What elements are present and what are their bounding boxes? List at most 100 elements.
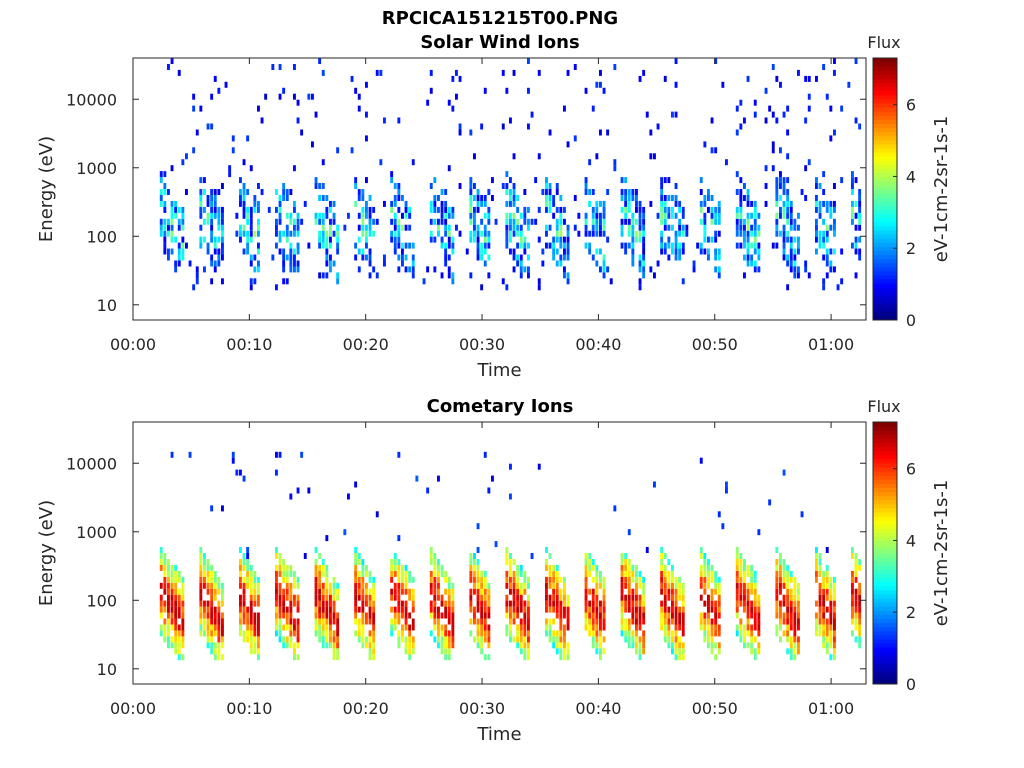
heatmap-cell [530, 218, 534, 225]
heatmap-cell [707, 630, 710, 637]
heatmap-cell [336, 248, 340, 255]
heatmap-cell [314, 218, 318, 225]
heatmap-cell [206, 600, 210, 607]
heatmap-cell [815, 624, 818, 631]
heatmap-cell [678, 218, 682, 225]
heatmap-cell [681, 624, 685, 631]
heatmap-cell [163, 183, 167, 189]
heatmap-cell [231, 147, 235, 154]
heatmap-cell [289, 570, 293, 577]
heatmap-cell [710, 648, 714, 655]
heatmap-cell [588, 564, 592, 571]
heatmap-cell [354, 588, 358, 595]
heatmap-cell [818, 594, 822, 601]
heatmap-cell [667, 195, 671, 201]
heatmap-cell [746, 75, 750, 82]
heatmap-cell [249, 236, 253, 243]
heatmap-cell [660, 547, 664, 553]
heatmap-cell [332, 218, 336, 225]
heatmap-cell [591, 254, 595, 261]
heatmap-cell [235, 230, 239, 237]
heatmap-cell [365, 564, 368, 571]
colorbar-segment [873, 258, 897, 264]
heatmap-cell [681, 278, 685, 285]
heatmap-cell [595, 582, 599, 589]
heatmap-cell [321, 224, 325, 231]
heatmap-cell [552, 582, 556, 589]
heatmap-cell [354, 600, 358, 607]
heatmap-cell [397, 564, 401, 571]
heatmap-cell [275, 594, 278, 601]
heatmap-cell [541, 248, 545, 255]
heatmap-cell [833, 594, 836, 601]
colorbar-segment [873, 148, 897, 153]
heatmap-cell [663, 570, 667, 577]
heatmap-cell [635, 218, 638, 225]
heatmap-cell [318, 582, 322, 589]
heatmap-cell [631, 642, 635, 649]
heatmap-cell [681, 654, 685, 661]
heatmap-cell [447, 630, 451, 637]
heatmap-cell [591, 224, 595, 231]
colorbar-segment [873, 614, 897, 619]
heatmap-cell [437, 606, 440, 613]
x-tick-label: 01:00 [808, 699, 854, 718]
heatmap-cell [372, 642, 376, 649]
heatmap-cell [329, 624, 332, 631]
heatmap-cell [253, 624, 257, 631]
heatmap-cell [775, 559, 779, 565]
heatmap-cell [483, 654, 487, 661]
heatmap-cell [408, 624, 412, 631]
heatmap-cell [667, 576, 671, 583]
heatmap-cell [458, 75, 462, 82]
heatmap-cell [707, 618, 710, 625]
heatmap-cell [635, 630, 638, 637]
heatmap-cell [321, 588, 325, 595]
heatmap-cell [321, 236, 325, 243]
heatmap-cell [444, 242, 448, 249]
heatmap-cell [206, 612, 210, 619]
heatmap-cell [519, 588, 523, 595]
heatmap-cell [163, 618, 167, 625]
heatmap-cell [451, 75, 455, 82]
heatmap-cell [246, 612, 250, 619]
heatmap-cell [797, 272, 800, 279]
heatmap-cell [411, 254, 415, 261]
heatmap-cell [167, 588, 170, 595]
heatmap-cell [408, 570, 412, 577]
colorbar-segment [873, 573, 897, 579]
heatmap-cell [361, 218, 365, 225]
heatmap-cell [545, 189, 548, 195]
heatmap-cell [177, 594, 181, 601]
heatmap-cell [397, 206, 401, 213]
heatmap-cell [199, 588, 203, 595]
colorbar-segment [873, 524, 897, 529]
heatmap-cell [285, 254, 289, 261]
heatmap-cell [829, 588, 833, 595]
heatmap-cell [289, 493, 293, 500]
heatmap-cell [624, 242, 628, 249]
heatmap-cell [660, 189, 664, 195]
heatmap-cell [602, 636, 606, 643]
heatmap-cell [206, 642, 210, 649]
heatmap-cell [739, 559, 743, 565]
heatmap-cell [512, 195, 516, 201]
heatmap-cell [177, 624, 181, 631]
heatmap-cell [473, 183, 476, 189]
heatmap-cell [833, 654, 836, 661]
heatmap-cell [674, 648, 678, 655]
heatmap-cell [318, 236, 322, 243]
heatmap-cell [671, 636, 674, 643]
heatmap-cell [635, 600, 638, 607]
heatmap-cell [318, 570, 322, 577]
heatmap-cell [746, 564, 750, 571]
heatmap-cell [372, 588, 376, 595]
heatmap-cell [642, 206, 646, 213]
heatmap-cell [797, 588, 800, 595]
heatmap-cell [365, 600, 368, 607]
heatmap-cell [354, 564, 358, 571]
heatmap-cell [631, 570, 635, 577]
heatmap-cell [249, 594, 253, 601]
colorbar-segment [873, 82, 897, 88]
heatmap-cell [624, 195, 628, 201]
